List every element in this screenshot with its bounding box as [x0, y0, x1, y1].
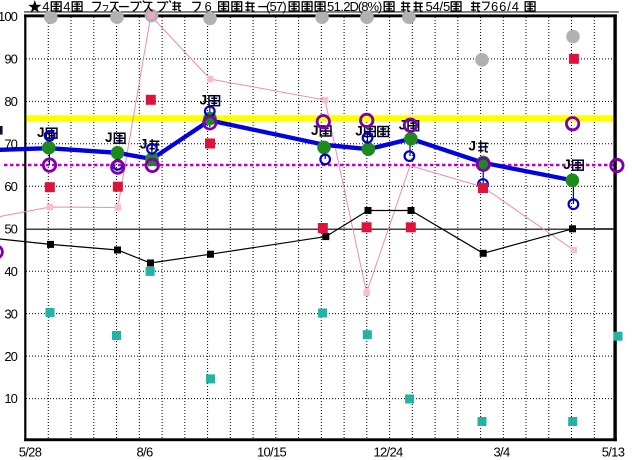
- svg-text:30: 30: [4, 306, 17, 321]
- svg-text:J: J: [563, 157, 571, 172]
- svg-text:60: 60: [4, 179, 17, 194]
- svg-text:J: J: [399, 118, 407, 133]
- svg-text:J: J: [311, 123, 319, 138]
- svg-text:10: 10: [4, 391, 17, 406]
- svg-text:(57): (57): [266, 0, 286, 14]
- svg-text:80: 80: [4, 94, 17, 109]
- svg-text:10/15: 10/15: [257, 444, 287, 459]
- svg-text:54/5: 54/5: [426, 0, 451, 14]
- svg-text:J: J: [105, 130, 113, 145]
- svg-text:4: 4: [42, 0, 49, 14]
- svg-text:51.2: 51.2: [327, 0, 350, 14]
- svg-text:90: 90: [4, 52, 17, 67]
- svg-text:J: J: [140, 137, 148, 152]
- svg-text:100: 100: [0, 9, 18, 24]
- svg-text:3/4: 3/4: [494, 444, 510, 459]
- svg-text:20: 20: [4, 349, 17, 364]
- svg-text:8/6: 8/6: [137, 444, 153, 459]
- svg-text:70: 70: [4, 137, 17, 152]
- svg-text:J: J: [469, 139, 477, 154]
- svg-text:4: 4: [63, 0, 70, 14]
- svg-text:J: J: [37, 125, 45, 140]
- svg-text:J: J: [355, 123, 363, 138]
- svg-text:40: 40: [4, 264, 17, 279]
- svg-text:5/28: 5/28: [19, 444, 42, 459]
- svg-text:6: 6: [205, 0, 212, 14]
- svg-text:66/4: 66/4: [491, 0, 520, 14]
- svg-text:D(8%): D(8%): [350, 0, 383, 14]
- svg-text:12/24: 12/24: [373, 444, 403, 459]
- svg-text:50: 50: [4, 221, 17, 236]
- svg-text:J: J: [200, 93, 208, 108]
- svg-text:5/13: 5/13: [602, 444, 625, 459]
